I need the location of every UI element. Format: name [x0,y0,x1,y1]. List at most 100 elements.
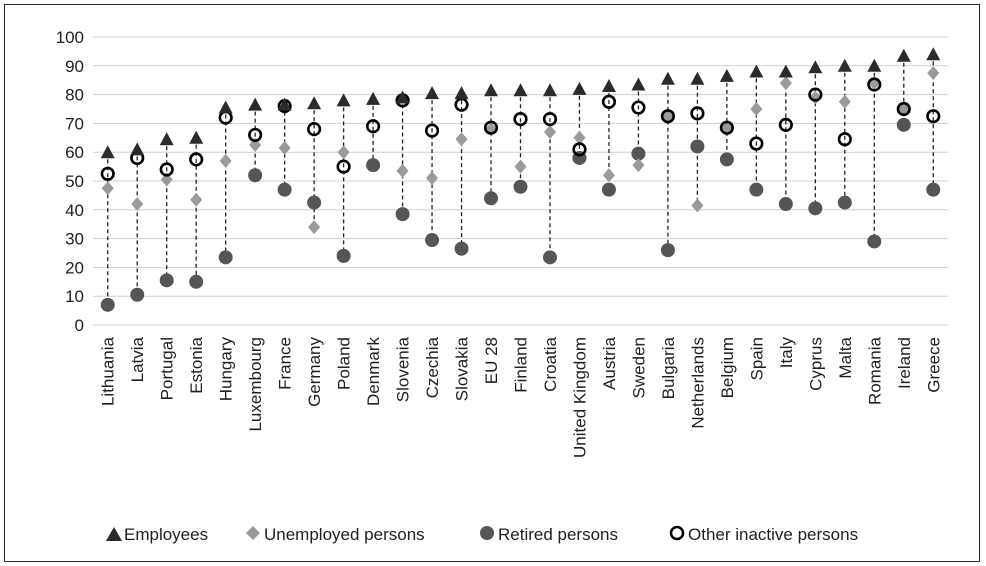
unemployed-point [160,172,173,187]
unemployed-point [750,102,763,116]
retired-point [454,241,469,256]
unemployed-point [278,140,291,155]
inactive-point [189,152,204,167]
inactive-point [483,120,499,135]
unemployed-point [602,168,615,183]
employees-point [100,145,115,159]
x-tick-label: EU 28 [482,337,501,384]
employees-point [189,130,204,144]
retired-point [749,182,764,197]
unemployed-point [838,94,851,109]
retired-point [926,182,941,197]
inactive-point [749,136,764,151]
y-tick-label: 60 [65,143,84,162]
inactive-point [100,166,115,181]
x-tick-label: Bulgaria [659,336,678,399]
inactive-point [808,87,823,102]
y-tick-label: 80 [65,86,84,105]
inactive-point [307,122,322,137]
retired-point [719,152,734,167]
unemployed-point [927,66,940,80]
retired-point [218,250,233,265]
y-tick-label: 30 [65,230,84,249]
employees-point [513,83,528,97]
employees-point [808,60,823,74]
unemployed-point [308,220,321,235]
x-tick-label: Romania [865,336,884,405]
unemployed-point [514,159,527,174]
y-tick-label: 10 [65,287,84,306]
unemployed-point [219,153,232,168]
retired-point [425,233,440,248]
retired-point [778,197,793,212]
retired-point [189,274,204,289]
retired-point [631,146,646,161]
employees-point [277,97,292,111]
retired-point [248,168,263,183]
y-axis: 0 10 20 30 40 50 60 70 80 90 100 [56,28,84,335]
inactive-point [778,117,793,132]
unemployed-point [779,76,792,91]
x-tick-label: Croatia [541,336,560,391]
unemployed-point [691,198,704,213]
employees-point [572,81,587,95]
inactive-point [896,101,911,117]
retired-point [100,297,115,312]
employees-point [484,83,499,97]
employees-point [749,64,764,78]
x-tick-label: Poland [335,337,354,390]
inactive-point [365,119,381,134]
inactive-point [719,120,734,135]
legend-label-employees: Employees [124,525,208,544]
retired-point [601,182,616,197]
employees-point [130,142,145,156]
employees-point [542,83,557,97]
employees-point [601,78,616,92]
legend: Employees Unemployed persons Retired per… [106,525,858,544]
unemployed-point [632,158,645,173]
legend-marker-retired [480,526,494,540]
data-points [100,47,941,312]
unemployed-point [426,171,439,186]
employees-point [366,91,381,105]
x-tick-label: Estonia [187,336,206,393]
retired-point [896,117,911,132]
inactive-point [513,111,528,127]
unemployed-point [249,138,262,152]
employees-point [336,93,351,107]
x-tick-label: Slovakia [453,336,472,401]
inactive-point [542,111,558,127]
employees-point [896,48,911,62]
employees-point [778,64,793,78]
x-tick-label: Austria [600,336,619,389]
unemployed-point [131,197,144,212]
y-tick-label: 20 [65,258,84,277]
inactive-point [837,132,852,147]
employees-point [660,71,675,85]
inactive-point [424,123,440,138]
x-tick-label: Lithuania [99,336,118,406]
employees-point [631,77,646,91]
unemployed-point [455,132,468,147]
x-tick-label: United Kingdom [570,337,589,458]
x-tick-label: Ireland [895,337,914,389]
retired-point [307,195,322,210]
x-tick-label: Luxembourg [246,337,265,432]
unemployed-point [190,192,203,207]
legend-label-retired: Retired persons [498,525,618,544]
legend-marker-employees [106,527,122,541]
inactive-point [601,94,617,109]
unemployed-point [396,163,409,178]
x-tick-label: Slovenia [394,336,413,402]
y-tick-label: 100 [56,28,84,47]
unemployed-point [573,130,586,145]
legend-label-inactive: Other inactive persons [688,525,858,544]
retired-point [336,248,351,263]
legend-marker-unemployed [246,526,260,540]
retired-point [130,287,145,302]
employees-point [159,132,174,146]
x-tick-label: Belgium [718,337,737,398]
x-tick-label: Czechia [423,336,442,398]
x-tick-label: Malta [836,336,855,378]
